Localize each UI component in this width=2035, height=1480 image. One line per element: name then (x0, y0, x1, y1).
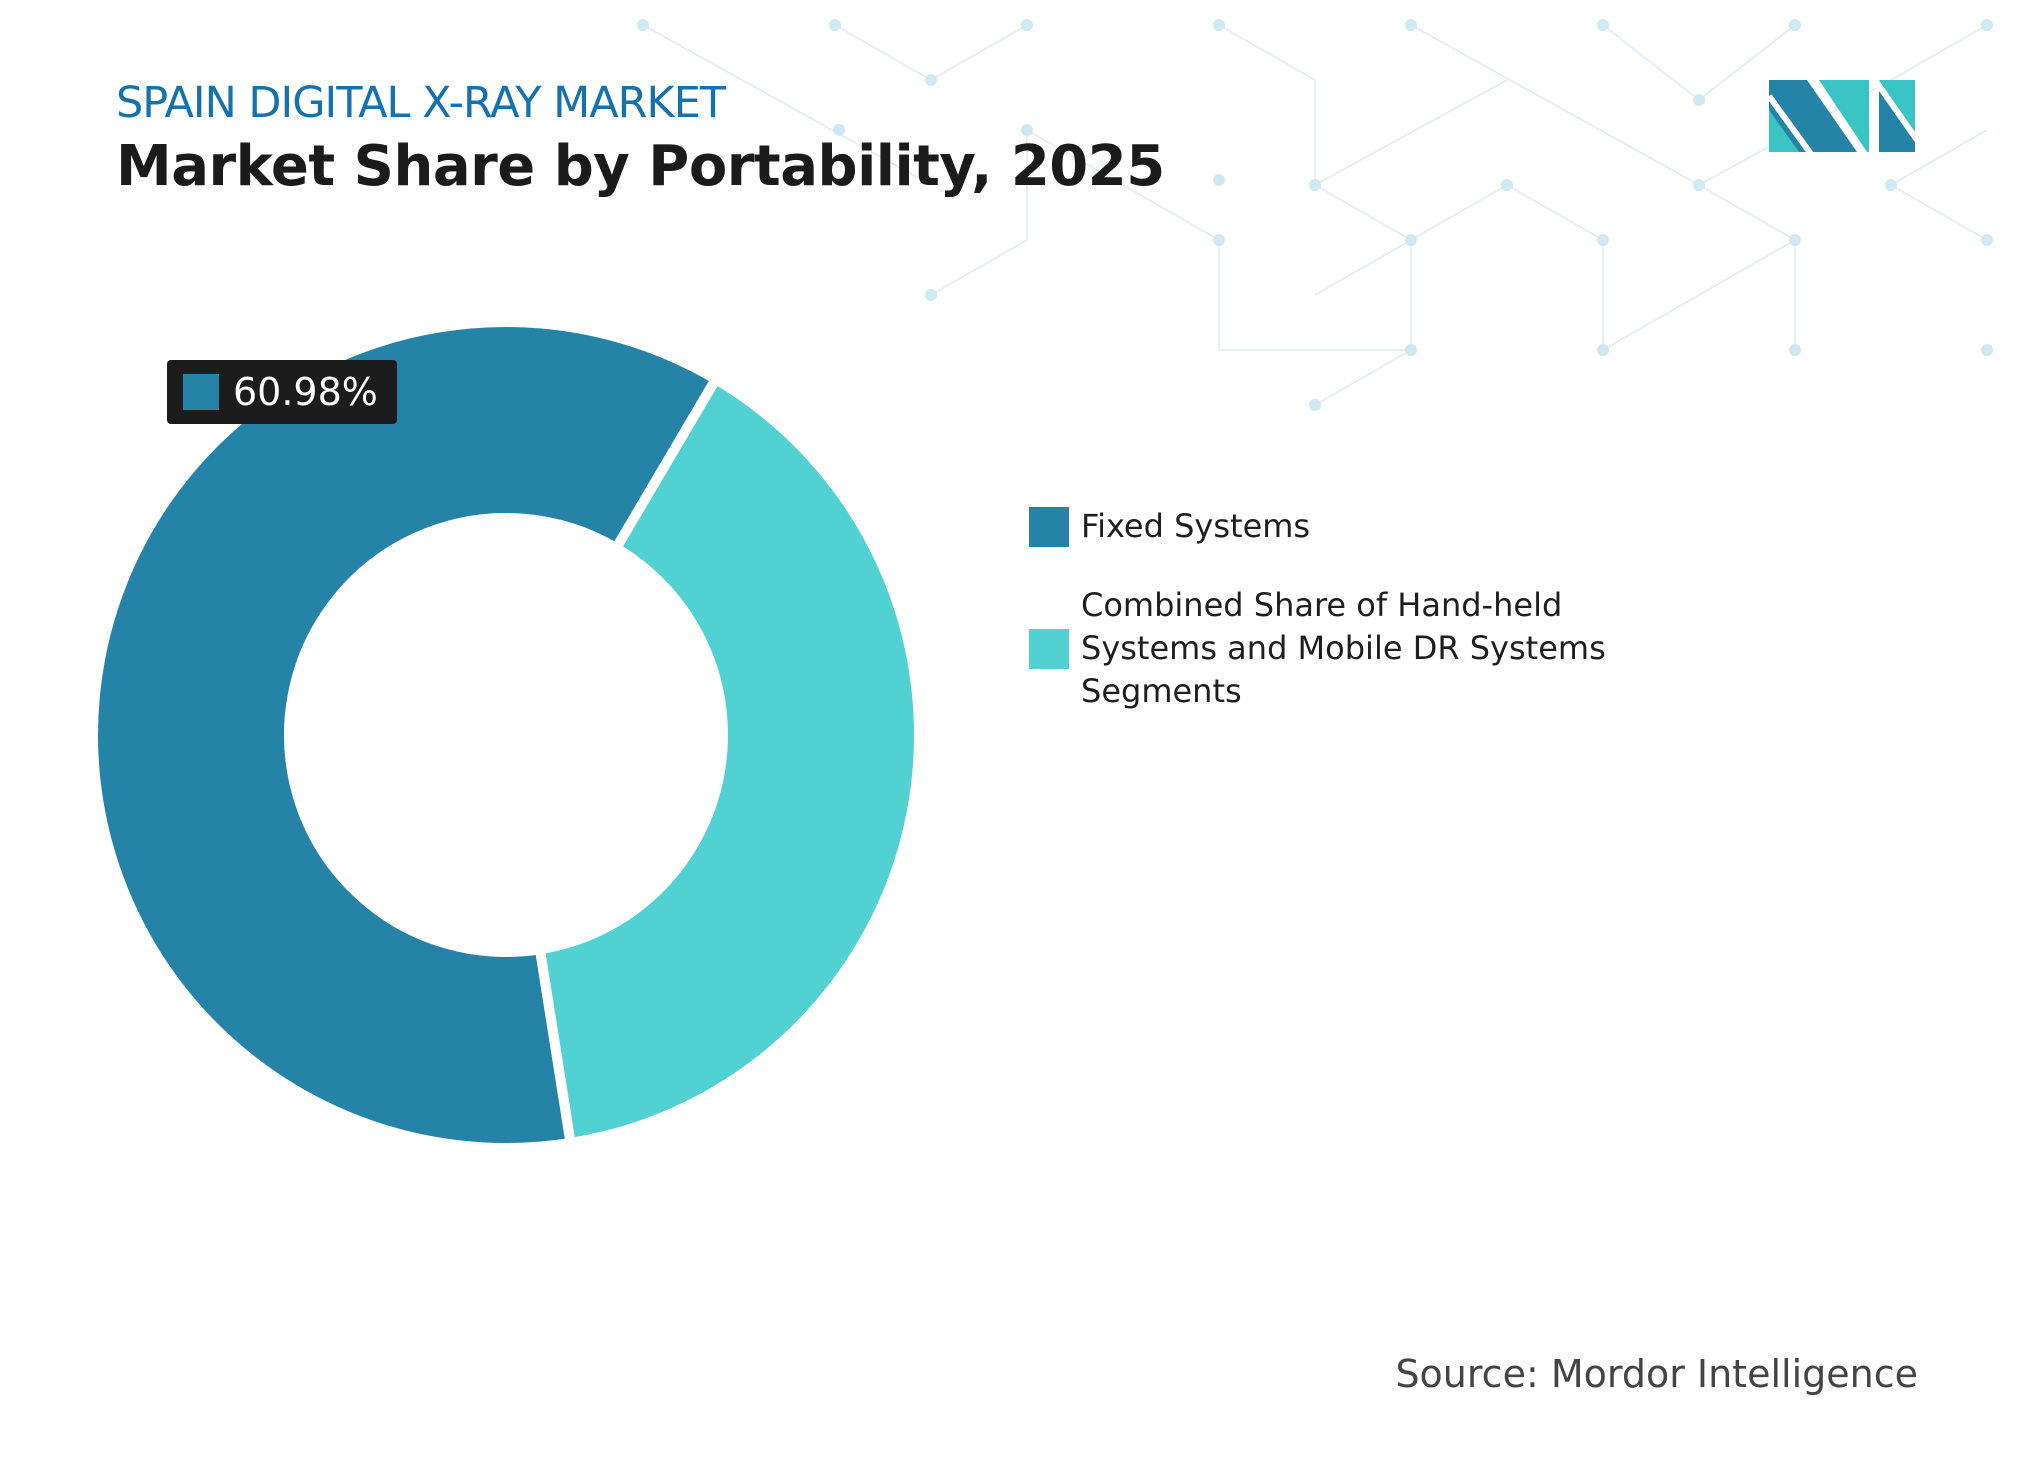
pattern-line (1314, 79, 1508, 186)
pattern-dot (1309, 179, 1321, 191)
pattern-dot (1213, 234, 1225, 246)
chart-title: Market Share by Portability, 2025 (116, 134, 1165, 199)
pattern-line (1698, 24, 1796, 101)
pattern-dot (1789, 344, 1801, 356)
pattern-line (1602, 239, 1796, 351)
pattern-line (1218, 24, 1316, 81)
pattern-dot (833, 124, 845, 136)
pattern-dot (1693, 179, 1705, 191)
pattern-line (642, 24, 932, 186)
data-label-fixed-systems: 60.98% (167, 360, 397, 424)
pattern-dot (1789, 234, 1801, 246)
donut-slice-fixed-systems (88, 317, 723, 1153)
pattern-dot (1405, 19, 1417, 31)
chart-subtitle: SPAIN DIGITAL X-RAY MARKET (116, 78, 726, 128)
pattern-line (1890, 184, 1988, 241)
pattern-dot (1597, 234, 1609, 246)
callout-value: 60.98% (233, 370, 378, 414)
pattern-dot (1021, 19, 1033, 31)
pattern-line (1890, 24, 1988, 81)
pattern-dot (1693, 94, 1705, 106)
pattern-line (834, 24, 932, 81)
pattern-dot (1885, 179, 1897, 191)
pattern-line (1602, 24, 1700, 101)
pattern-dot (925, 289, 937, 301)
pattern-dot (1213, 174, 1225, 186)
callout-swatch (183, 374, 219, 410)
legend-label: Combined Share of Hand-held Systems and … (1081, 586, 1606, 710)
pattern-dot (1021, 124, 1033, 136)
legend-swatch (1029, 506, 1069, 547)
pattern-line (1314, 349, 1412, 406)
mordor-intelligence-logo-icon (1769, 80, 1915, 154)
pattern-line (930, 24, 1028, 81)
pattern-line (1410, 24, 1700, 186)
legend-item-fixed-systems: Fixed Systems (1029, 505, 1681, 548)
pattern-dot (637, 19, 649, 31)
legend-swatch (1029, 628, 1069, 669)
donut-slice-handheld-mobile (534, 372, 924, 1149)
pattern-dot (1501, 179, 1513, 191)
pattern-line (1026, 129, 1220, 241)
pattern-line (1314, 184, 1412, 241)
pattern-line (1890, 129, 1988, 186)
pattern-dot (1597, 19, 1609, 31)
pattern-dot (1981, 234, 1993, 246)
pattern-dot (1597, 344, 1609, 356)
pattern-line (1506, 184, 1604, 241)
source-text: Source: Mordor Intelligence (1395, 1352, 1918, 1396)
pattern-dot (1789, 19, 1801, 31)
pattern-line (1698, 184, 1796, 241)
legend-item-handheld-mobile: Combined Share of Hand-held Systems and … (1029, 584, 1681, 713)
pattern-dot (1981, 344, 1993, 356)
pattern-dot (1309, 399, 1321, 411)
legend-label: Fixed Systems (1081, 507, 1311, 545)
pattern-dot (1213, 19, 1225, 31)
pattern-dot (829, 19, 841, 31)
pattern-dot (1405, 234, 1417, 246)
pattern-dot (925, 74, 937, 86)
pattern-dot (1981, 19, 1993, 31)
pattern-dot (1405, 344, 1417, 356)
pattern-line (930, 239, 1028, 296)
